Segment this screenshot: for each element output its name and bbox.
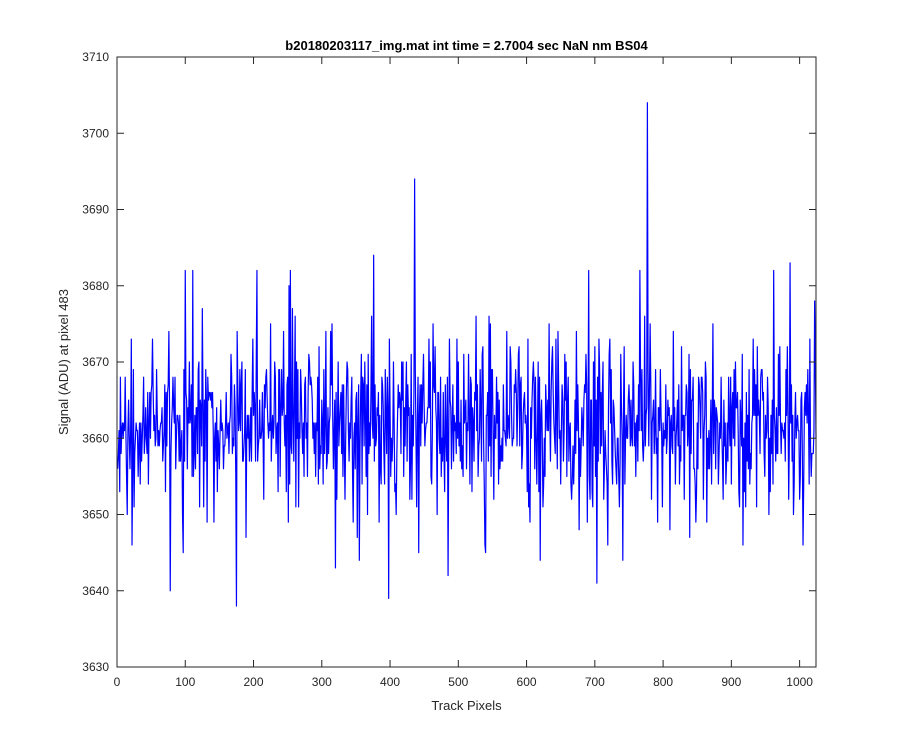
y-tick-label: 3670 [82, 355, 109, 369]
x-tick-label: 600 [517, 675, 537, 689]
x-tick-label: 300 [312, 675, 332, 689]
ticks-layer: 0 100 200 300 400 500 600 700 800 900 1000 3630 3640… [82, 50, 816, 689]
x-tick-label: 1000 [786, 675, 813, 689]
y-tick-label: 3690 [82, 203, 109, 217]
y-tick-label: 3650 [82, 508, 109, 522]
y-tick-label: 3640 [82, 584, 109, 598]
series-line-1 [117, 102, 817, 607]
plot-area [117, 57, 816, 667]
y-tick-label: 3660 [82, 431, 109, 445]
x-tick-label: 700 [585, 675, 605, 689]
y-tick-label: 3700 [82, 126, 109, 140]
x-tick-label: 400 [380, 675, 400, 689]
x-tick-label: 0 [114, 675, 121, 689]
chart-title: b20180203117_img.mat int time = 2.7004 s… [285, 38, 648, 53]
x-tick-label: 800 [653, 675, 673, 689]
y-tick-label: 3680 [82, 279, 109, 293]
series-layer [117, 102, 817, 607]
x-tick-label: 100 [175, 675, 195, 689]
x-tick-label: 500 [448, 675, 468, 689]
x-axis-label: Track Pixels [431, 698, 502, 713]
x-tick-label: 900 [721, 675, 741, 689]
y-tick-label: 3630 [82, 660, 109, 674]
x-tick-label: 200 [244, 675, 264, 689]
y-axis-label: Signal (ADU) at pixel 483 [56, 289, 71, 435]
y-tick-label: 3710 [82, 50, 109, 64]
